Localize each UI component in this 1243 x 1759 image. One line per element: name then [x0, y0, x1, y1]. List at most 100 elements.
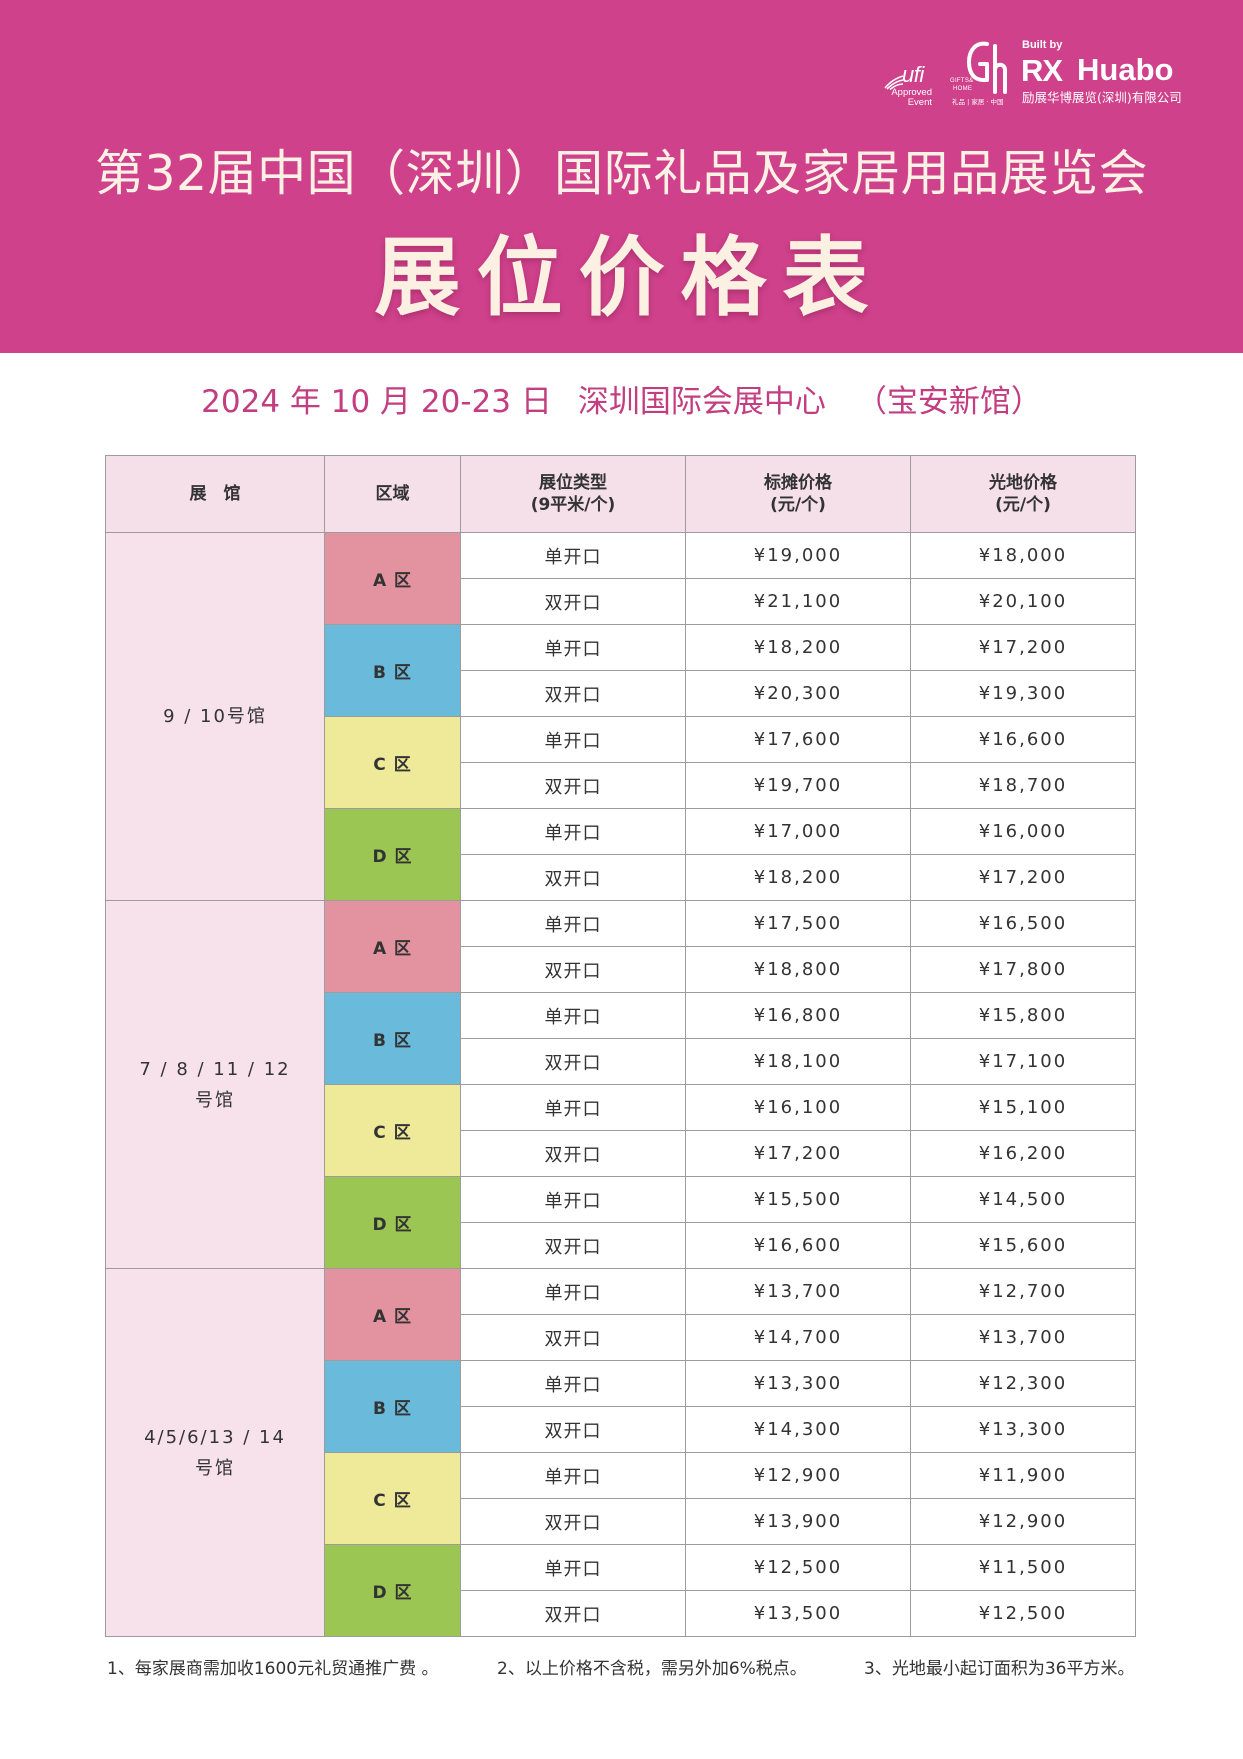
table-row: 双开口 ¥14,300 ¥13,300 — [106, 1406, 1136, 1453]
footnote-tax: 2、以上价格不含税，需另外加6%税点。 — [497, 1659, 807, 1679]
zone-cell: D 区 — [324, 1176, 461, 1269]
table-row: 双开口 ¥16,600 ¥15,600 — [106, 1222, 1136, 1269]
table-row: 双开口 ¥20,300 ¥19,300 — [106, 670, 1136, 717]
raw-space-price-cell: ¥16,600 — [910, 716, 1136, 763]
booth-type-cell: 单开口 — [460, 1268, 686, 1315]
standard-price-cell: ¥18,100 — [685, 1038, 911, 1085]
raw-space-price-cell: ¥17,100 — [910, 1038, 1136, 1085]
raw-space-price-cell: ¥15,100 — [910, 1084, 1136, 1131]
standard-price-cell: ¥17,200 — [685, 1130, 911, 1177]
raw-space-price-cell: ¥12,300 — [910, 1360, 1136, 1407]
zone-cell: C 区 — [324, 1084, 461, 1177]
raw-space-price-cell: ¥17,200 — [910, 854, 1136, 901]
table-row: 4/5/6/13 / 14 号馆 A 区单开口 ¥13,700 ¥12,700 — [105, 1268, 1136, 1637]
zone-cell: B 区 — [324, 1360, 461, 1453]
table-row: 双开口 ¥18,800 ¥17,800 — [106, 946, 1136, 993]
raw-space-price-cell: ¥18,000 — [910, 532, 1136, 579]
raw-space-price-cell: ¥15,800 — [910, 992, 1136, 1039]
raw-space-price-cell: ¥12,700 — [910, 1268, 1136, 1315]
booth-type-cell: 双开口 — [460, 578, 686, 625]
raw-space-price-cell: ¥11,900 — [910, 1452, 1136, 1499]
table-row: C 区单开口 ¥17,600 ¥16,600 — [106, 716, 1136, 809]
ufi-swoosh-icon — [884, 75, 904, 90]
ufi-approved-text: Approved — [891, 87, 932, 98]
standard-price-cell: ¥14,700 — [685, 1314, 911, 1361]
table-row: 双开口 ¥17,200 ¥16,200 — [106, 1130, 1136, 1177]
raw-space-price-cell: ¥18,700 — [910, 762, 1136, 809]
table-row: D 区单开口 ¥17,000 ¥16,000 — [106, 808, 1136, 901]
booth-type-cell: 双开口 — [460, 1314, 686, 1361]
raw-space-price-cell: ¥16,500 — [910, 900, 1136, 947]
column-header-label: 标摊价格 — [764, 473, 832, 493]
column-header-raw-space-price: 光地价格 (元/个) — [910, 455, 1136, 533]
zone-cell: C 区 — [324, 1452, 461, 1545]
huabo-wordmark: Huabo — [1077, 52, 1174, 87]
zone-cell: A 区 — [324, 900, 461, 993]
booth-type-cell: 单开口 — [460, 624, 686, 671]
zone-cell: A 区 — [324, 532, 461, 625]
ufi-event-text: Event — [907, 97, 932, 108]
table-row: D 区单开口 ¥12,500 ¥11,500 — [106, 1544, 1136, 1637]
standard-price-cell: ¥17,000 — [685, 808, 911, 855]
footnote-min-area: 3、光地最小起订面积为36平方米。 — [864, 1659, 1135, 1679]
gifts-home-mark-icon — [967, 41, 1007, 94]
standard-price-cell: ¥13,700 — [685, 1268, 911, 1315]
standard-price-cell: ¥13,500 — [685, 1590, 911, 1637]
table-row: 9 / 10号馆 A 区单开口 ¥19,000 ¥18,000 — [105, 532, 1136, 901]
column-header-label: 区域 — [375, 484, 410, 504]
ufi-wordmark: ufi — [902, 62, 924, 87]
table-body: 9 / 10号馆 A 区单开口 ¥19,000 ¥18,000 双开口 ¥21,100 ¥2… — [105, 532, 1136, 1637]
header-banner: ufi Approved Event GIFTS& HOME 礼品 | 家居 ·… — [0, 0, 1243, 353]
column-header-label: 光地价格 — [989, 473, 1057, 493]
standard-price-cell: ¥13,900 — [685, 1498, 911, 1545]
standard-price-cell: ¥20,300 — [685, 670, 911, 717]
standard-price-cell: ¥18,200 — [685, 624, 911, 671]
booth-type-cell: 单开口 — [460, 900, 686, 947]
booth-type-cell: 单开口 — [460, 1084, 686, 1131]
raw-space-price-cell: ¥17,200 — [910, 624, 1136, 671]
raw-space-price-cell: ¥17,800 — [910, 946, 1136, 993]
booth-type-cell: 单开口 — [460, 1544, 686, 1591]
table-header-row: 展 馆 区域 展位类型 (9平米/个) 标摊价格 (元/个) 光地价格 (元/个… — [105, 455, 1136, 533]
raw-space-price-cell: ¥16,000 — [910, 808, 1136, 855]
raw-space-price-cell: ¥13,300 — [910, 1406, 1136, 1453]
standard-price-cell: ¥21,100 — [685, 578, 911, 625]
exhibition-title: 第32届中国（深圳）国际礼品及家居用品展览会 — [94, 145, 1149, 202]
raw-space-price-cell: ¥11,500 — [910, 1544, 1136, 1591]
booth-type-cell: 双开口 — [460, 946, 686, 993]
hall-label: 号馆 — [195, 1089, 235, 1111]
zone-cell: A 区 — [324, 1268, 461, 1361]
hall-label: 9 / 10号馆 — [163, 706, 267, 727]
booth-type-cell: 双开口 — [460, 1130, 686, 1177]
standard-price-cell: ¥19,700 — [685, 762, 911, 809]
footnote-promotion-fee: 1、每家展商需加收1600元礼贸通推广费 。 — [107, 1659, 439, 1679]
booth-type-cell: 双开口 — [460, 1038, 686, 1085]
gifts-home-line1: GIFTS& — [950, 78, 974, 84]
raw-space-price-cell: ¥14,500 — [910, 1176, 1136, 1223]
hall-label: 7 / 8 / 11 / 12 — [139, 1058, 291, 1080]
table-row: D 区单开口 ¥15,500 ¥14,500 — [106, 1176, 1136, 1269]
table-row: 双开口 ¥13,500 ¥12,500 — [106, 1590, 1136, 1637]
standard-price-cell: ¥19,000 — [685, 532, 911, 579]
column-header-unit: (9平米/个) — [530, 495, 616, 515]
event-venue-note: （宝安新馆） — [855, 384, 1042, 420]
gifts-home-line2: HOME — [953, 86, 973, 92]
column-header-standard-price: 标摊价格 (元/个) — [685, 455, 911, 533]
booth-type-cell: 双开口 — [460, 1498, 686, 1545]
raw-space-price-cell: ¥16,200 — [910, 1130, 1136, 1177]
raw-space-price-cell: ¥12,500 — [910, 1590, 1136, 1637]
event-date: 2024 年 10 月 20-23 日 — [201, 384, 552, 420]
standard-price-cell: ¥16,800 — [685, 992, 911, 1039]
booth-type-cell: 双开口 — [460, 854, 686, 901]
raw-space-price-cell: ¥15,600 — [910, 1222, 1136, 1269]
standard-price-cell: ¥15,500 — [685, 1176, 911, 1223]
booth-type-cell: 单开口 — [460, 808, 686, 855]
hall-label: 4/5/6/13 / 14 — [144, 1426, 286, 1448]
hall-cell: 4/5/6/13 / 14 号馆 — [105, 1268, 325, 1637]
hall-label: 号馆 — [195, 1457, 235, 1479]
column-header-label: 展 馆 — [189, 484, 241, 504]
column-header-booth-type: 展位类型 (9平米/个) — [460, 455, 686, 533]
organizer-company-name: 励展华博展览(深圳)有限公司 — [1022, 90, 1182, 105]
zone-cell: D 区 — [324, 808, 461, 901]
booth-type-cell: 双开口 — [460, 1406, 686, 1453]
